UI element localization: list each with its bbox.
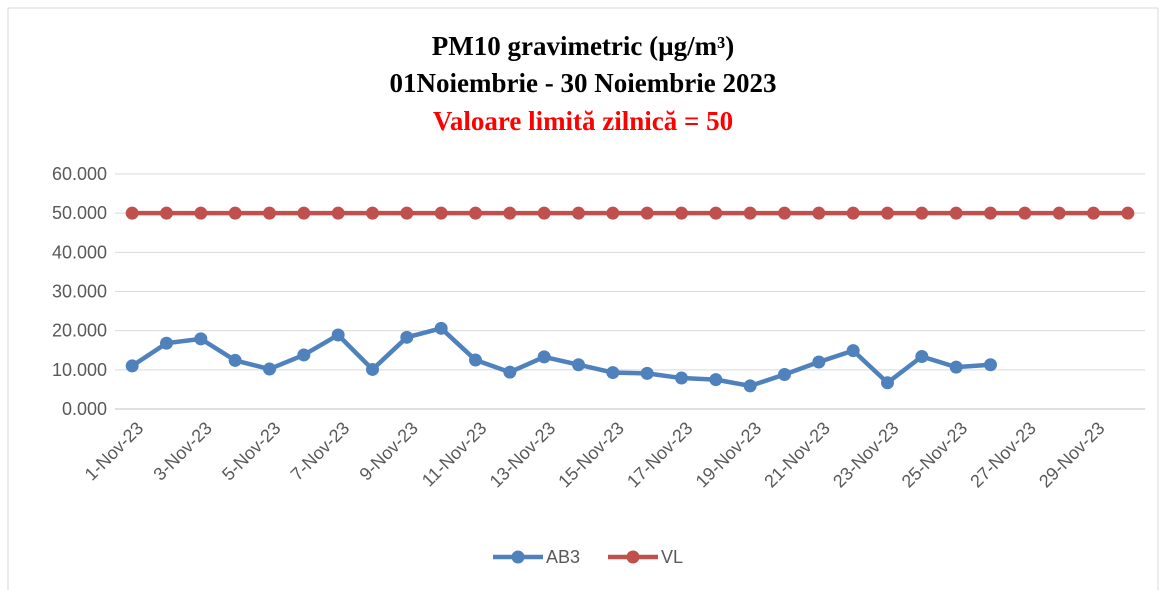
- data-point: [469, 353, 482, 367]
- data-point: [503, 206, 517, 220]
- data-point: [1052, 206, 1066, 220]
- data-point: [160, 206, 173, 220]
- data-point: [331, 328, 345, 342]
- legend-label: VL: [661, 547, 683, 567]
- data-point: [125, 359, 139, 373]
- data-point: [1087, 206, 1100, 220]
- data-point: [228, 353, 242, 367]
- legend-marker: [626, 550, 640, 564]
- data-point: [881, 206, 894, 220]
- data-point: [915, 350, 929, 364]
- data-point: [160, 336, 173, 350]
- data-point: [503, 365, 517, 379]
- y-tick-label: 60.000: [52, 164, 107, 184]
- data-point: [572, 206, 585, 220]
- data-point: [434, 206, 448, 220]
- data-point: [778, 368, 791, 382]
- data-point: [881, 376, 894, 390]
- chart-border: [7, 7, 1159, 595]
- data-point: [331, 206, 345, 220]
- data-point: [434, 321, 448, 335]
- data-point: [984, 358, 997, 372]
- legend-label: AB3: [546, 547, 580, 567]
- data-point: [675, 371, 688, 385]
- data-point: [228, 206, 242, 220]
- data-point: [400, 206, 414, 220]
- y-tick-label: 40.000: [52, 242, 107, 262]
- data-point: [194, 206, 208, 220]
- data-point: [675, 206, 688, 220]
- data-point: [743, 379, 757, 393]
- data-point: [846, 344, 860, 358]
- data-point: [297, 348, 311, 362]
- legend-marker: [511, 550, 525, 564]
- data-point: [709, 373, 723, 387]
- data-point: [469, 206, 482, 220]
- y-tick-label: 30.000: [52, 282, 107, 302]
- data-point: [297, 206, 311, 220]
- data-point: [709, 206, 723, 220]
- y-tick-label: 20.000: [52, 321, 107, 341]
- data-point: [846, 206, 860, 220]
- data-point: [194, 332, 208, 346]
- data-point: [1121, 206, 1135, 220]
- data-point: [400, 330, 414, 344]
- data-point: [606, 206, 620, 220]
- data-point: [125, 206, 139, 220]
- data-point: [984, 206, 997, 220]
- chart-subtitle: 01Noiembrie - 30 Noiembrie 2023: [390, 68, 777, 98]
- data-point: [572, 358, 585, 372]
- data-point: [812, 206, 826, 220]
- data-point: [640, 206, 654, 220]
- data-point: [537, 350, 551, 364]
- chart-annotation: Valoare limită zilnică = 50: [433, 106, 733, 136]
- chart-title: PM10 gravimetric (µg/m³): [432, 31, 735, 61]
- data-point: [366, 206, 379, 220]
- data-point: [1018, 206, 1032, 220]
- data-point: [640, 366, 654, 380]
- data-point: [366, 362, 379, 376]
- y-tick-label: 50.000: [52, 203, 107, 223]
- data-point: [812, 355, 826, 369]
- data-point: [263, 206, 276, 220]
- y-tick-label: 10.000: [52, 360, 107, 380]
- data-point: [949, 206, 963, 220]
- y-tick-label: 0.000: [62, 399, 107, 419]
- data-point: [606, 366, 620, 380]
- data-point: [537, 206, 551, 220]
- data-point: [743, 206, 757, 220]
- data-point: [263, 362, 276, 376]
- data-point: [949, 360, 963, 374]
- data-point: [915, 206, 929, 220]
- data-point: [778, 206, 791, 220]
